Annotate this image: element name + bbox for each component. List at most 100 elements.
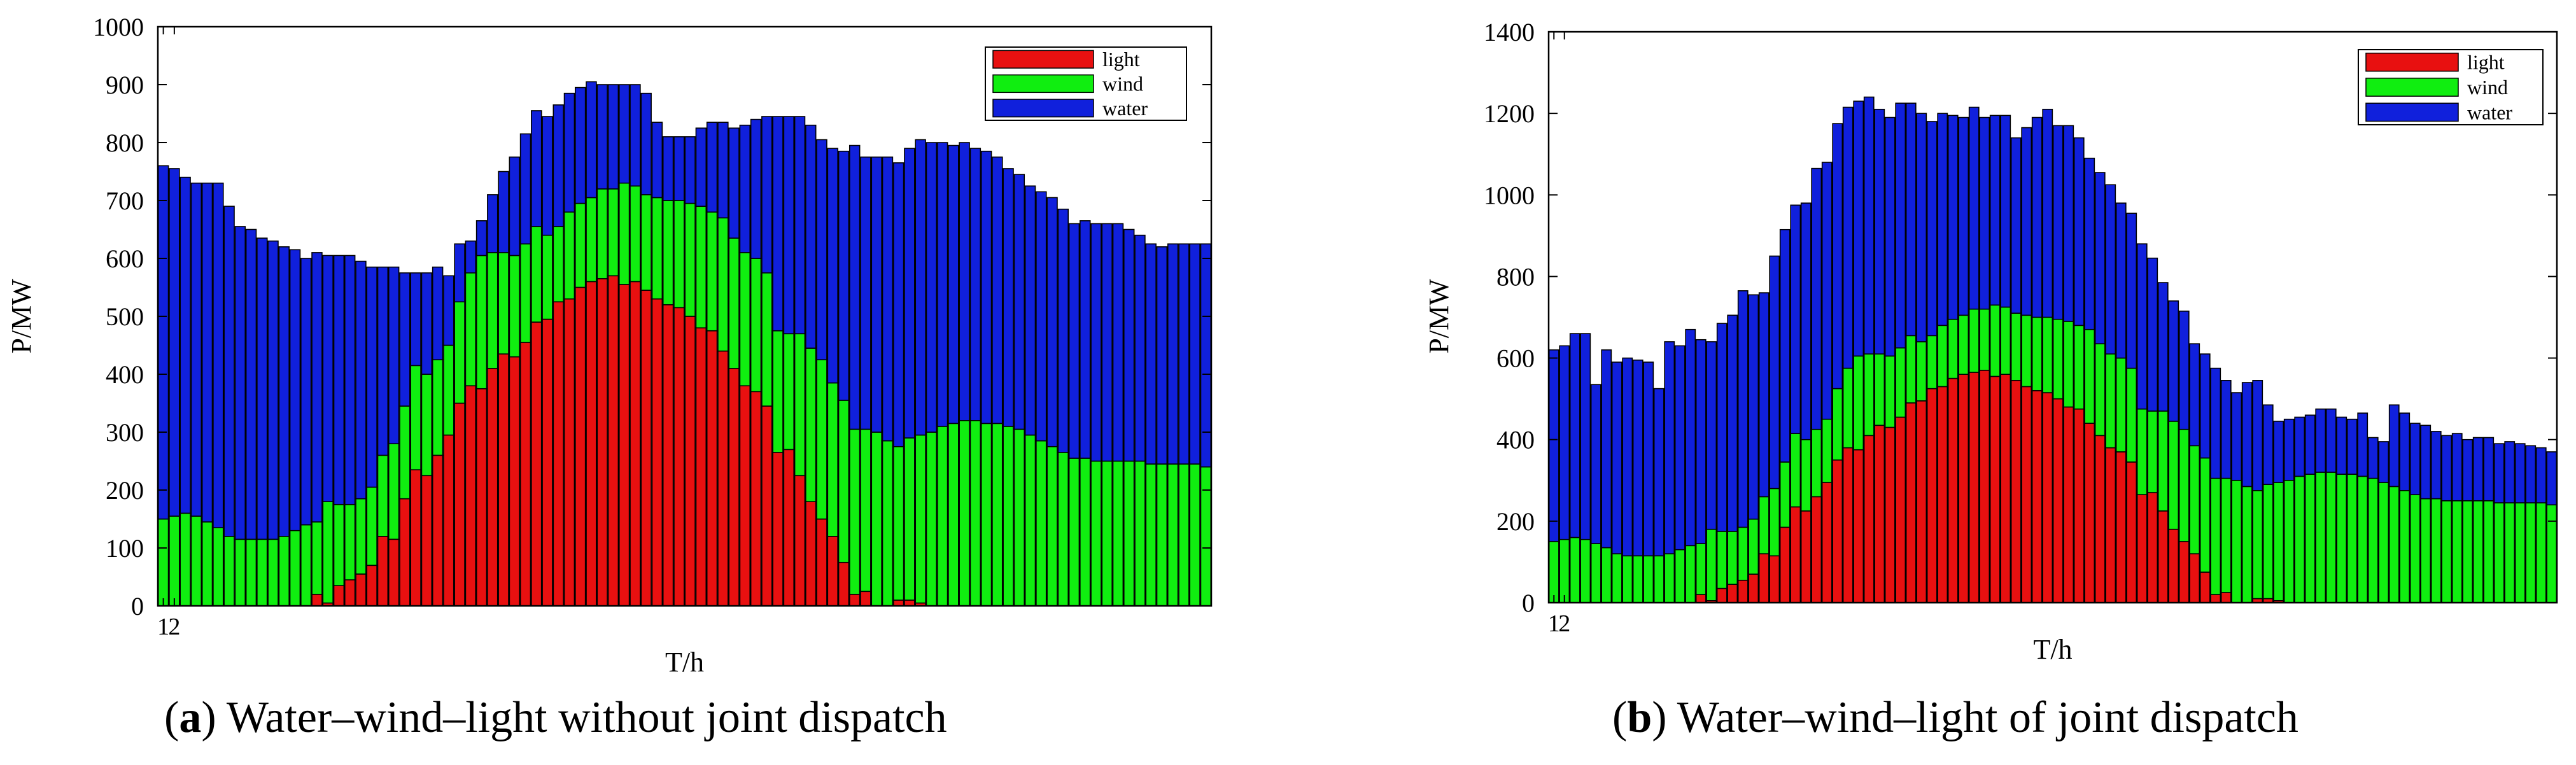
bar-wind	[2420, 498, 2432, 603]
bar-light	[421, 475, 433, 607]
bar-water	[1080, 220, 1091, 459]
bar-water	[1800, 202, 1812, 440]
bar-wind	[1811, 428, 1822, 498]
bar-light	[673, 307, 685, 607]
bar-light	[1811, 496, 1822, 603]
bar-wind	[1737, 526, 1749, 581]
bar-light	[794, 475, 806, 607]
legend-label-wind: wind	[1102, 73, 1143, 95]
bar-wind	[1958, 314, 1969, 375]
bar-wind	[618, 182, 630, 285]
bar-water	[1895, 102, 1906, 349]
bar-light	[574, 286, 586, 607]
bar-wind	[509, 255, 521, 358]
bar-light	[443, 434, 454, 607]
legend-swatch-wind	[2365, 78, 2459, 97]
bar-wind	[542, 234, 553, 320]
bar-water	[2336, 416, 2347, 475]
bar-water	[1685, 328, 1696, 547]
bar-wind	[936, 426, 948, 607]
bar-light	[596, 278, 608, 607]
bar-wind	[2178, 428, 2190, 542]
bar-light	[1937, 386, 1948, 603]
bar-wind	[892, 446, 904, 601]
bar-water	[1178, 243, 1190, 465]
bar-wind	[2115, 357, 2127, 453]
bar-wind	[2031, 316, 2043, 391]
bar-wind	[2136, 408, 2148, 496]
caption-b-text: Water–wind–light of joint dispatch	[1666, 693, 2298, 742]
bar-water	[311, 252, 323, 523]
bar-water	[1046, 197, 1058, 447]
bar-water	[2168, 300, 2179, 422]
bar-water	[586, 81, 597, 199]
bar-water	[651, 122, 663, 199]
bar-wind	[475, 255, 488, 390]
bar-wind	[2084, 328, 2095, 424]
bar-water	[684, 136, 696, 204]
bar-water	[1548, 349, 1559, 542]
bar-water	[1601, 349, 1612, 549]
bar-wind	[2126, 367, 2137, 463]
bar-water	[1036, 191, 1047, 442]
bar-wind	[2168, 421, 2179, 530]
legend-swatch-water	[2365, 102, 2459, 122]
bar-water	[980, 150, 992, 425]
bar-wind	[1200, 466, 1212, 607]
bar-wind	[289, 530, 301, 607]
bar-wind	[1057, 452, 1069, 607]
bar-wind	[1832, 388, 1843, 461]
bar-wind	[2357, 475, 2368, 603]
bar-wind	[2147, 411, 2158, 493]
bar-wind	[596, 188, 608, 279]
bar-light	[1769, 555, 1780, 603]
legend-label-light: light	[2467, 51, 2505, 74]
bar-water	[607, 84, 619, 190]
bar-water	[377, 266, 389, 456]
bar-light	[1853, 449, 1864, 603]
bar-wind	[2210, 477, 2221, 595]
x-tick-label: 2	[1558, 610, 1570, 637]
bar-wind	[465, 272, 477, 386]
chart-b: 020040060080010001200140012T/hP/MWlightw…	[1423, 18, 2558, 665]
legend-label-water: water	[1102, 97, 1148, 120]
bar-light	[1874, 425, 1885, 603]
bar-wind	[1874, 353, 1885, 426]
bar-wind	[2493, 502, 2505, 603]
bar-water	[892, 162, 904, 447]
bar-wind	[1790, 433, 1801, 508]
bar-wind	[2283, 479, 2295, 603]
bar-water	[948, 144, 959, 425]
bar-light	[2189, 553, 2200, 603]
bar-water	[1200, 243, 1212, 468]
bar-light	[1979, 369, 1990, 603]
bar-water	[772, 116, 784, 332]
bar-wind	[992, 423, 1003, 607]
bar-wind	[257, 538, 268, 607]
bar-wind	[848, 428, 861, 595]
bar-water	[1863, 96, 1875, 354]
bar-water	[553, 104, 564, 227]
bar-wind	[2105, 353, 2116, 449]
bar-light	[783, 449, 795, 607]
bar-water	[2210, 367, 2221, 479]
bar-wind	[169, 516, 180, 607]
bar-water	[245, 228, 257, 540]
bar-light	[1832, 459, 1843, 603]
bar-light	[1926, 388, 1938, 603]
bar-light	[542, 318, 553, 607]
bar-light	[2031, 390, 2043, 603]
bar-light	[662, 304, 674, 607]
bar-light	[1821, 482, 1833, 603]
bar-wind	[684, 202, 696, 317]
bar-light	[487, 368, 498, 607]
bar-wind	[1559, 538, 1570, 603]
bar-water	[1748, 294, 1759, 520]
bar-water	[2514, 443, 2526, 503]
bar-water	[179, 176, 191, 514]
bar-light	[498, 353, 509, 607]
bar-wind	[1112, 460, 1124, 607]
bar-water	[509, 156, 521, 256]
bar-water	[2189, 343, 2200, 447]
bar-wind	[1905, 335, 1917, 404]
